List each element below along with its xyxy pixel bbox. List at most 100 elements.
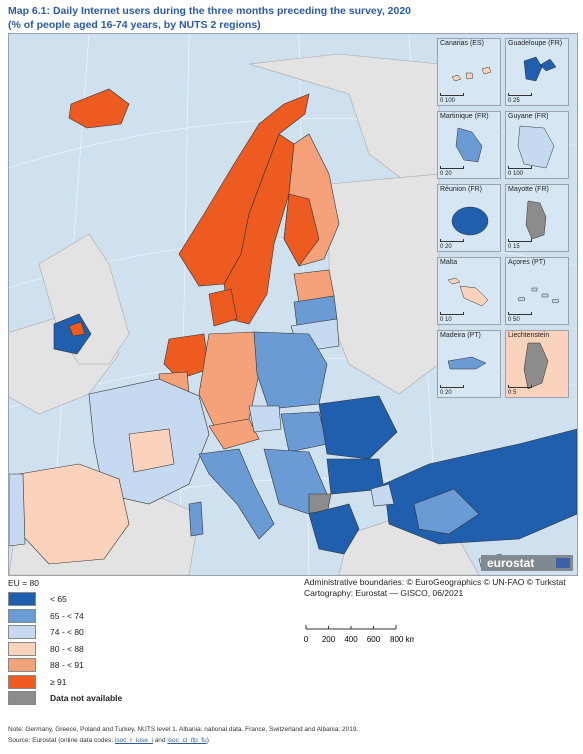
cartography-credit: Cartography: Eurostat — GISCO, 06/2021: [304, 588, 464, 598]
inset-guyane: Guyane (FR) 0 100: [505, 111, 569, 179]
footnote-note: Note: Germany, Greece, Poland and Turkey…: [8, 726, 359, 733]
inset-malta: Malta 0 10: [437, 257, 501, 325]
legend-swatch: [8, 691, 36, 706]
inset-canarias: Canarias (ES) 0 100: [437, 38, 501, 106]
inset-map: [447, 356, 487, 370]
inset-map: [517, 287, 560, 304]
legend-item: 74 - < 80: [8, 624, 122, 641]
inset-mayotte: Mayotte (FR) 0 15: [505, 184, 569, 252]
inset-scalebar: [508, 239, 532, 242]
region-sardinia: [188, 501, 204, 537]
boundaries-credit: Administrative boundaries: © EuroGeograp…: [304, 577, 566, 587]
inset-label: Liechtenstein: [508, 332, 550, 339]
map-panel: Canarias (ES) 0 100 Guadeloupe (FR) 0 25…: [8, 33, 578, 576]
region-greece: [308, 503, 360, 555]
region-iceland: [68, 88, 130, 129]
inset-map: [525, 200, 547, 240]
inset-scale: 0 100: [440, 98, 456, 104]
source-suffix: ): [206, 737, 209, 744]
inset-scalebar: [508, 312, 532, 315]
inset-scalebar: [440, 385, 464, 388]
map-title-text: Daily Internet users during the three mo…: [52, 5, 412, 17]
data-code-link-1[interactable]: isoc_r_iuse_i: [114, 737, 153, 744]
data-code-link-2[interactable]: isoc_ci_ifp_fu: [167, 737, 207, 744]
inset-map: [451, 66, 492, 82]
region-netherlands: [163, 333, 210, 380]
inset-scalebar: [440, 239, 464, 242]
legend-label: ≥ 91: [50, 676, 67, 687]
inset-scale: 0 50: [508, 317, 520, 323]
source-and: and: [152, 737, 168, 744]
inset-label: Canarias (ES): [440, 40, 484, 47]
legend-label: < 65: [50, 594, 67, 605]
scale-tick: 800 km: [390, 635, 414, 644]
legend-swatch: [8, 641, 36, 656]
inset-scale: 0 10: [440, 317, 452, 323]
region-czechia: [248, 405, 282, 433]
inset-map: [451, 206, 489, 236]
region-turkey-west: [413, 488, 480, 535]
scale-tick: 0: [304, 635, 309, 644]
region-ireland-east: [68, 321, 86, 337]
inset-acores: Açores (PT) 0 50: [505, 257, 569, 325]
legend-label: 74 - < 80: [50, 627, 84, 638]
inset-martinique: Martinique (FR) 0 20: [437, 111, 501, 179]
inset-label: Réunion (FR): [440, 186, 483, 193]
scale-tick: 600: [367, 635, 381, 644]
legend-swatch: [8, 625, 36, 640]
region-istanbul: [370, 483, 395, 507]
inset-label: Açores (PT): [508, 259, 546, 266]
scale-tick: 200: [322, 635, 336, 644]
inset-label: Martinique (FR): [440, 113, 489, 120]
inset-map: [517, 125, 555, 169]
region-turkey: [383, 428, 577, 545]
region-spain: [18, 463, 130, 565]
inset-scalebar: [440, 312, 464, 315]
map-number: Map 6.1:: [8, 5, 51, 17]
inset-label: Malta: [440, 259, 458, 266]
inset-scale: 0 15: [508, 244, 520, 250]
inset-liechtenstein: Liechtenstein 0 5: [505, 330, 569, 398]
legend-item: 65 - < 74: [8, 608, 122, 625]
inset-map: [523, 342, 549, 390]
inset-guadeloupe: Guadeloupe (FR) 0 25: [505, 38, 569, 106]
region-austria: [208, 418, 260, 450]
legend-swatch: [8, 674, 36, 689]
inset-map: [447, 277, 489, 307]
inset-scale: 0 20: [440, 171, 452, 177]
map-subtitle: (% of people aged 16-74 years, by NUTS 2…: [8, 19, 261, 31]
eurostat-logo: eurostat: [481, 555, 573, 571]
inset-reunion: Réunion (FR) 0 20: [437, 184, 501, 252]
legend-label: 88 - < 91: [50, 660, 84, 671]
inset-label: Guadeloupe (FR): [508, 40, 563, 47]
legend-item: Data not available: [8, 690, 122, 707]
footnote-source: Source: Eurostat (online data codes: iso…: [8, 735, 358, 746]
legend-item: 80 - < 88: [8, 641, 122, 658]
europe-map: [9, 34, 577, 575]
legend-item: < 65: [8, 591, 122, 608]
inset-madeira: Madeira (PT) 0 20: [437, 330, 501, 398]
scale-tick: 400: [344, 635, 358, 644]
inset-scalebar: [440, 93, 464, 96]
region-portugal: [9, 473, 26, 547]
region-denmark: [208, 288, 238, 327]
map-credits: Administrative boundaries: © EuroGeograp…: [304, 577, 566, 599]
legend-reference: EU = 80: [8, 578, 39, 588]
legend-swatch: [8, 592, 36, 607]
legend-item: ≥ 91: [8, 674, 122, 691]
eu-flag-icon: [556, 558, 570, 568]
region-finland-south: [283, 193, 320, 267]
inset-scale: 0 5: [508, 390, 517, 396]
inset-scale: 0 20: [440, 244, 452, 250]
inset-scalebar: [508, 93, 532, 96]
legend-swatch: [8, 608, 36, 623]
inset-label: Guyane (FR): [508, 113, 549, 120]
legend-label: 65 - < 74: [50, 610, 84, 621]
map-title: Map 6.1: Daily Internet users during the…: [8, 4, 578, 32]
inset-label: Madeira (PT): [440, 332, 481, 339]
legend: EU = 80 < 65 65 - < 74 74 - < 80 80 - < …: [8, 578, 122, 707]
region-italy: [198, 448, 275, 540]
inset-scalebar: [508, 166, 532, 169]
inset-scale: 0 25: [508, 98, 520, 104]
legend-label: Data not available: [50, 693, 123, 704]
